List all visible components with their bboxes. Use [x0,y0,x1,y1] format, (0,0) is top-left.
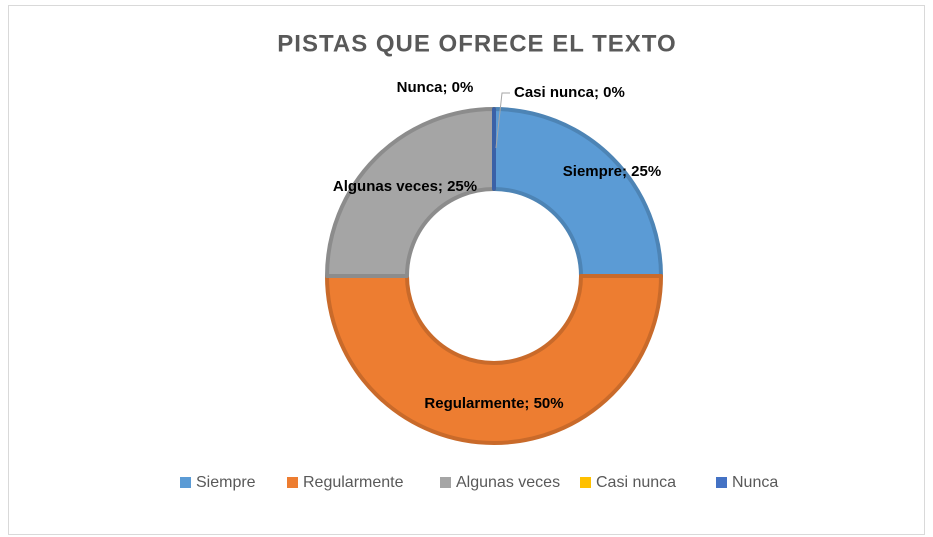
legend-swatch [180,477,191,488]
legend-label: Casi nunca [596,474,676,491]
data-label: Nunca; 0% [397,79,474,96]
data-label: Algunas veces; 25% [333,178,477,195]
legend-label: Nunca [732,474,778,491]
data-label: Regularmente; 50% [424,395,563,412]
legend-swatch [440,477,451,488]
chart-border [8,5,925,535]
donut-segment [325,274,663,445]
legend-label: Siempre [196,474,256,491]
donut-segment [492,107,663,278]
data-label: Siempre; 25% [563,163,661,180]
legend-swatch [287,477,298,488]
chart-title: PISTAS QUE OFRECE EL TEXTO [277,30,676,57]
legend-swatch [580,477,591,488]
legend-label: Regularmente [303,474,404,491]
legend-swatch [716,477,727,488]
donut-segment [325,107,496,278]
data-label: Casi nunca; 0% [514,84,625,101]
leader-line [495,92,510,149]
legend-label: Algunas veces [456,474,560,491]
